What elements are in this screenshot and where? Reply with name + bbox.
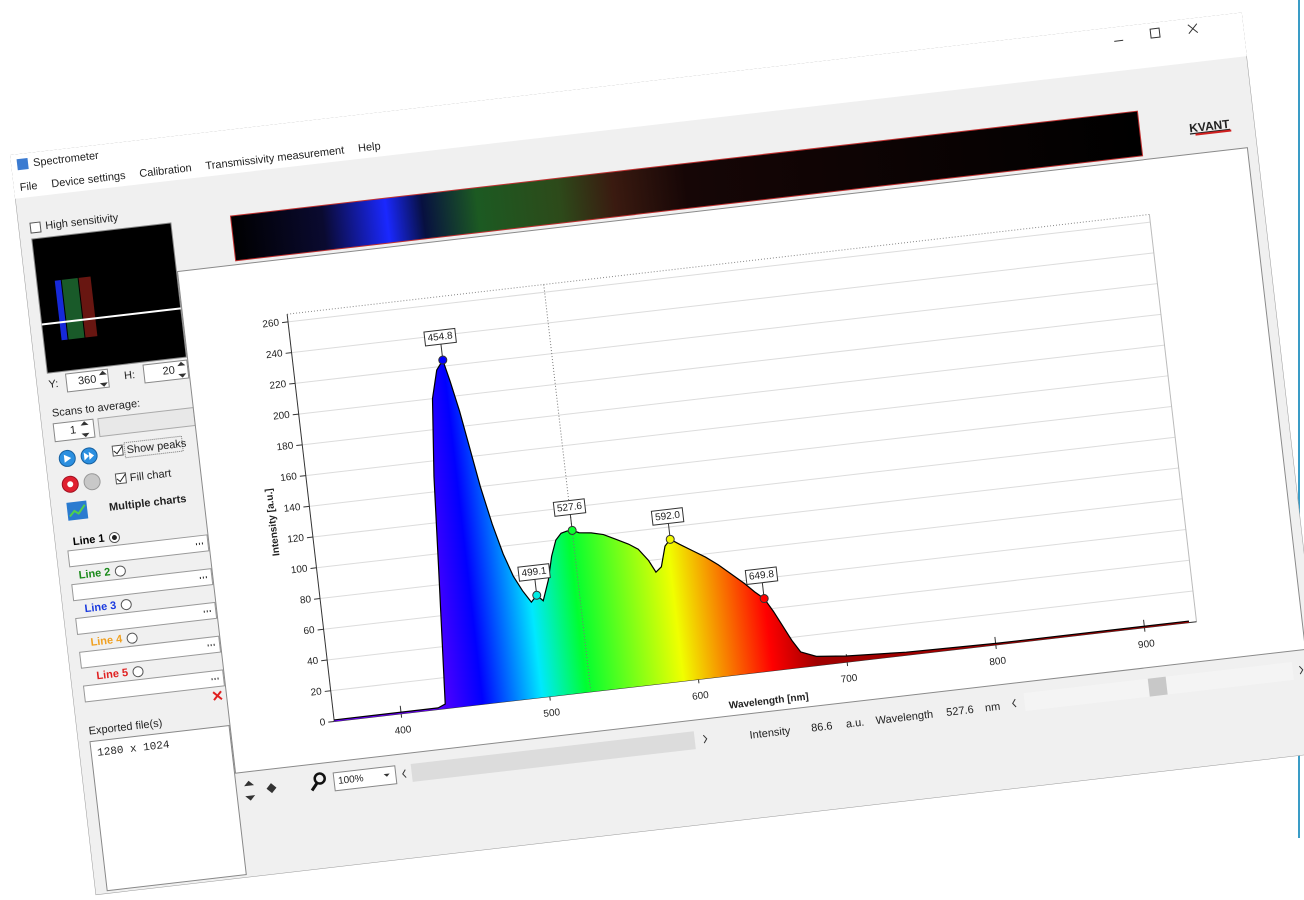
peak-marker	[760, 594, 769, 603]
h-value: 20	[162, 364, 176, 377]
x-tick-label: 700	[840, 673, 858, 686]
scroll-thumb[interactable]	[1148, 677, 1168, 697]
radio[interactable]	[121, 599, 132, 610]
y-tick	[296, 445, 302, 446]
field-label: Y:	[48, 378, 59, 391]
window: Spectrometer FileDevice settingsCalibrat…	[10, 12, 1304, 895]
radio[interactable]	[115, 566, 126, 577]
y-tick	[300, 476, 306, 477]
multi-chart-icon[interactable]	[66, 501, 88, 521]
app-icon	[17, 158, 29, 170]
y-tick	[286, 353, 292, 354]
status-value: 86.6	[811, 720, 834, 734]
peak-marker	[532, 591, 541, 600]
y-tick-label: 100	[290, 563, 308, 576]
y-tick	[314, 599, 320, 600]
scans-value: 1	[69, 424, 76, 437]
menu-item[interactable]: Help	[357, 140, 381, 155]
y-tick-label: 40	[307, 656, 320, 668]
y-tick	[307, 537, 313, 538]
x-tick-label: 900	[1138, 638, 1156, 651]
app-window: Spectrometer FileDevice settingsCalibrat…	[10, 12, 1304, 900]
status-unit: nm	[984, 701, 1001, 715]
x-tick-label: 600	[692, 690, 710, 703]
field-label: H:	[123, 369, 135, 382]
checkbox[interactable]	[30, 222, 41, 233]
y-tick-label: 20	[310, 686, 323, 698]
y-tick-label: 140	[283, 502, 301, 515]
peak-marker	[568, 526, 577, 535]
y-tick-label: 260	[262, 318, 280, 331]
y-value: 360	[77, 374, 97, 388]
y-tick	[321, 660, 327, 661]
radio[interactable]	[127, 633, 138, 644]
menu-item[interactable]: File	[19, 180, 38, 194]
y-tick	[303, 506, 309, 507]
y-tick	[289, 383, 295, 384]
radio[interactable]	[132, 666, 143, 677]
camera-preview	[32, 223, 187, 373]
peak-marker	[438, 356, 447, 365]
x-tick-label: 500	[543, 707, 561, 720]
x-tick-label: 800	[989, 655, 1007, 668]
y-tick-label: 80	[299, 594, 312, 606]
y-tick	[293, 414, 299, 415]
y-tick	[325, 691, 331, 692]
peak-marker	[666, 535, 675, 544]
y-tick-label: 240	[265, 348, 283, 361]
y-tick-label: 180	[276, 441, 294, 454]
y-tick	[318, 629, 324, 630]
y-tick-label: 60	[303, 625, 316, 637]
y-tick	[311, 568, 317, 569]
y-tick-label: 120	[287, 533, 305, 546]
y-tick-label: 200	[273, 410, 291, 423]
y-tick-label: 160	[280, 471, 298, 484]
x-tick-label: 400	[394, 724, 412, 737]
y-tick	[282, 322, 288, 323]
y-tick	[328, 721, 334, 722]
y-tick-label: 220	[269, 379, 287, 392]
status-unit: a.u.	[845, 717, 865, 731]
